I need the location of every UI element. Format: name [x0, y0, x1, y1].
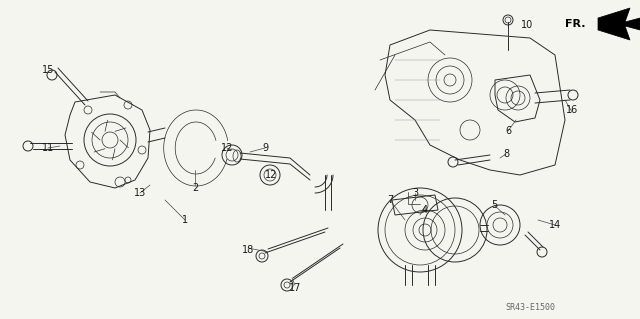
- Text: 3: 3: [412, 188, 418, 198]
- Text: 12: 12: [265, 170, 277, 180]
- Text: 14: 14: [549, 220, 561, 230]
- Text: 11: 11: [42, 143, 54, 153]
- Text: 1: 1: [182, 215, 188, 225]
- Text: 15: 15: [42, 65, 54, 75]
- Text: 9: 9: [262, 143, 268, 153]
- Text: 16: 16: [566, 105, 578, 115]
- Text: 6: 6: [505, 126, 511, 136]
- Text: 17: 17: [289, 283, 301, 293]
- Text: 10: 10: [521, 20, 533, 30]
- Text: 13: 13: [134, 188, 146, 198]
- Text: 5: 5: [491, 200, 497, 210]
- Text: 2: 2: [192, 183, 198, 193]
- Text: SR43-E1500: SR43-E1500: [505, 303, 555, 313]
- Text: 7: 7: [387, 195, 393, 205]
- Text: 18: 18: [242, 245, 254, 255]
- Text: 4: 4: [422, 205, 428, 215]
- Text: 12: 12: [221, 143, 233, 153]
- Polygon shape: [598, 8, 640, 40]
- Text: 8: 8: [503, 149, 509, 159]
- Text: FR.: FR.: [566, 19, 586, 29]
